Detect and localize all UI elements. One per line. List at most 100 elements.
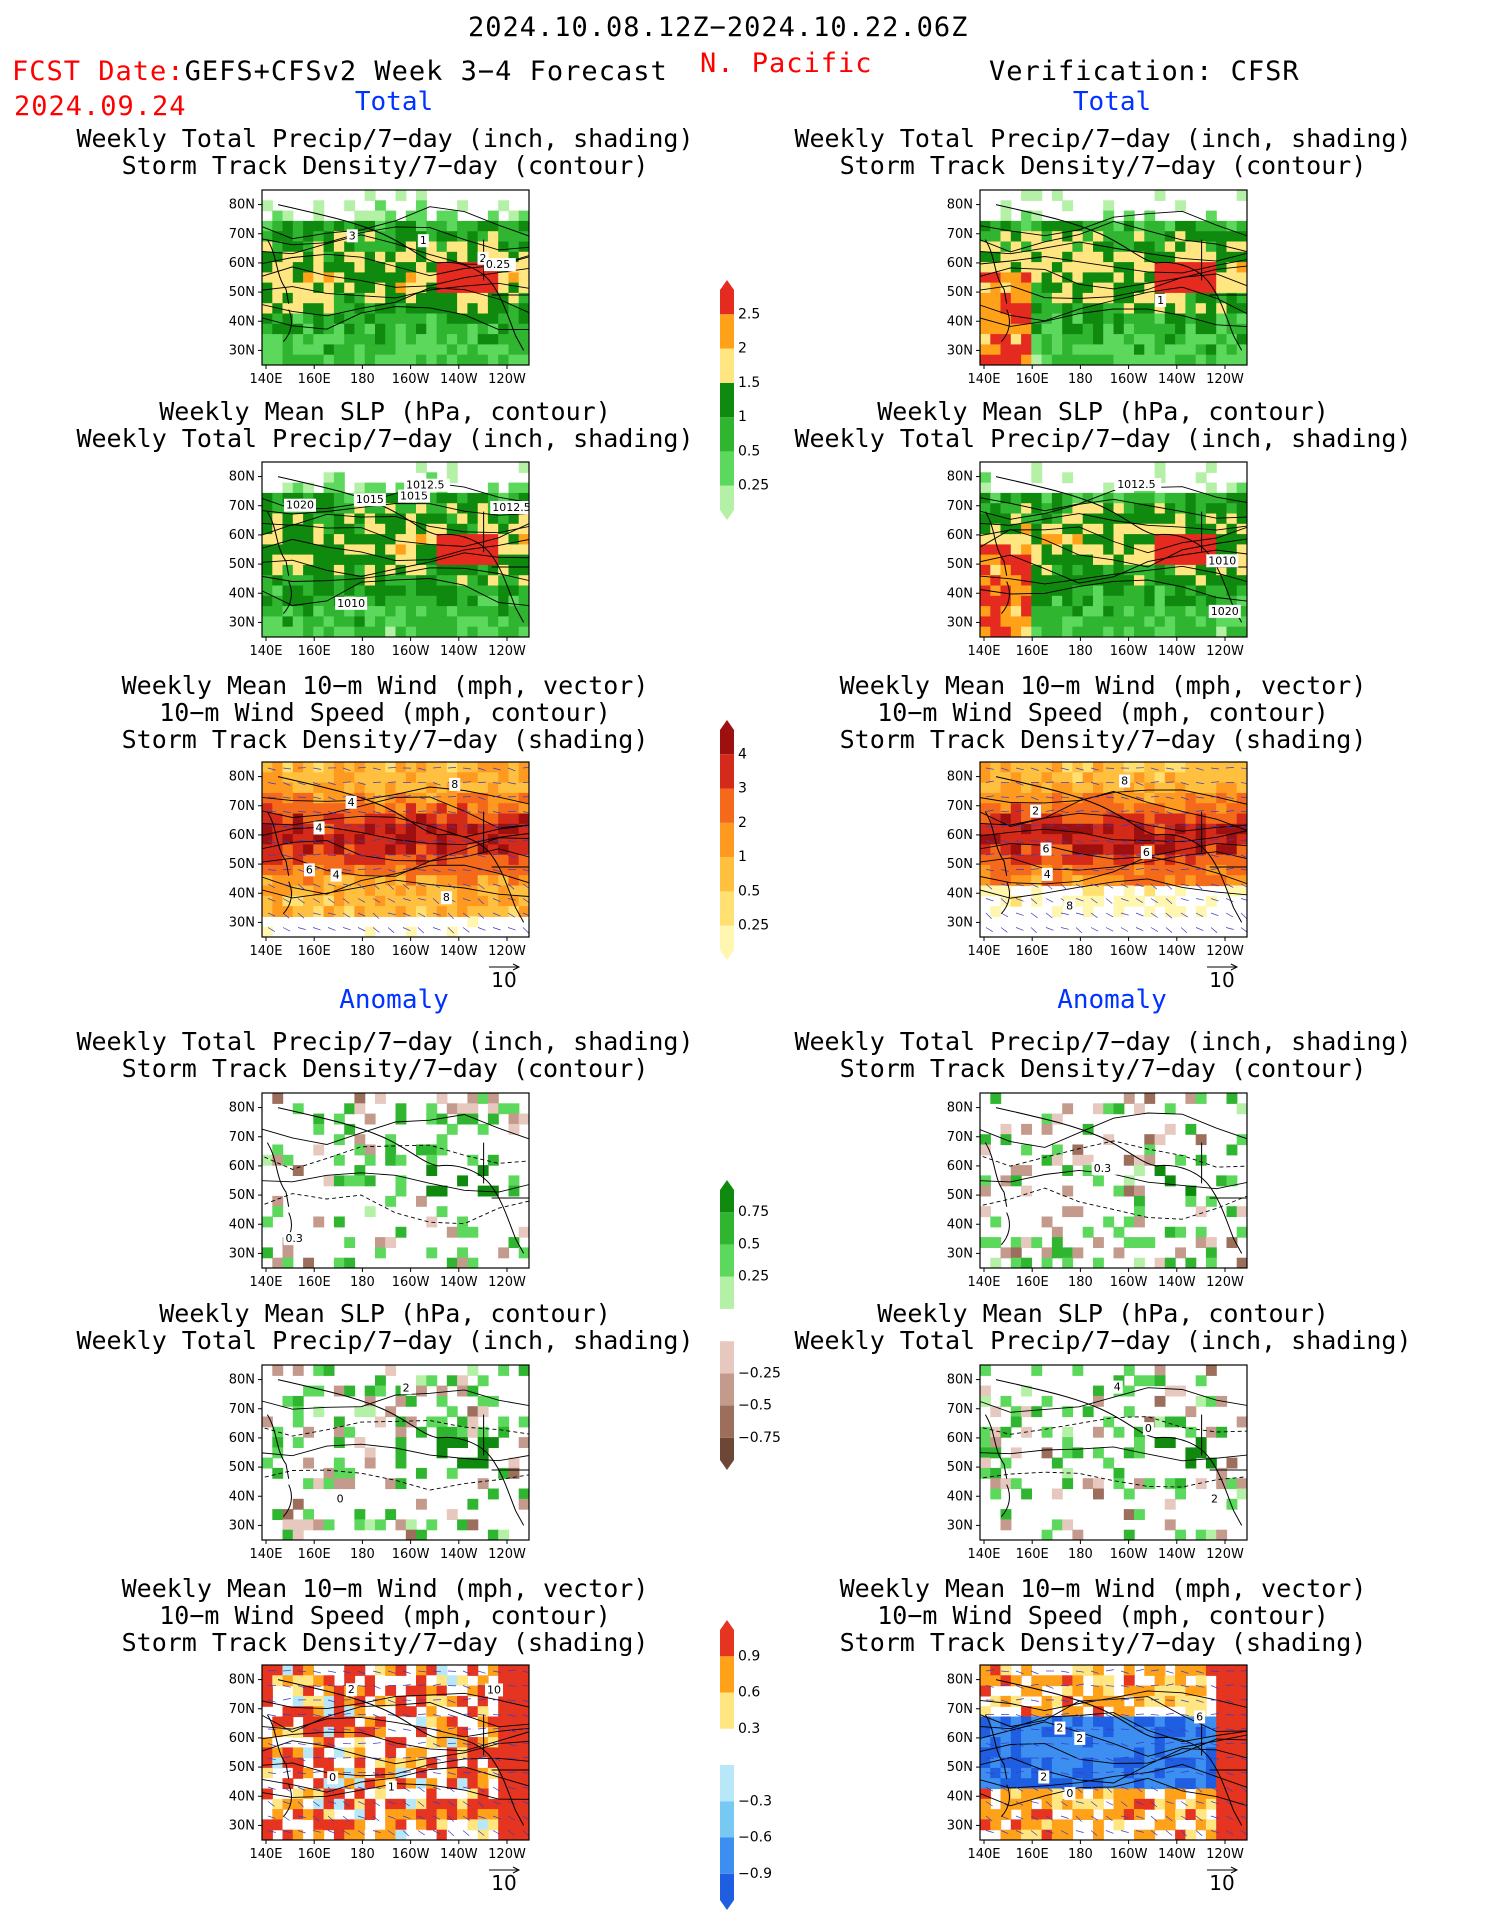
shading-cell bbox=[385, 534, 397, 545]
panel-title-line: Storm Track Density/7−day (shading) bbox=[839, 725, 1367, 754]
contour-label-bg bbox=[335, 596, 368, 610]
wind-vector bbox=[447, 796, 457, 798]
shading-cell bbox=[364, 210, 376, 222]
shading-cell bbox=[1185, 1257, 1197, 1268]
shading-cell bbox=[1093, 313, 1104, 325]
wind-vector bbox=[1030, 796, 1039, 801]
shading-cell bbox=[1134, 1216, 1145, 1228]
shading-cell bbox=[303, 626, 314, 637]
shading-cell bbox=[1185, 251, 1197, 263]
shading-cell bbox=[313, 782, 325, 794]
shading-cell bbox=[364, 762, 376, 773]
shading-cell bbox=[354, 292, 366, 304]
wind-vector bbox=[297, 796, 307, 798]
shading-cell bbox=[1195, 626, 1207, 637]
shading-cell bbox=[333, 1778, 345, 1790]
lon-tick-label: 160W bbox=[1110, 1547, 1148, 1562]
shading-cell bbox=[1144, 1154, 1156, 1166]
shading-cell bbox=[1062, 626, 1074, 637]
shading-cell bbox=[303, 1726, 314, 1738]
shading-cell bbox=[1205, 262, 1217, 273]
shading-cell bbox=[1062, 303, 1074, 315]
wind-vector bbox=[1030, 1683, 1039, 1686]
shading-cell bbox=[1175, 1726, 1186, 1738]
wind-vector bbox=[417, 1713, 427, 1715]
wind-vector bbox=[1135, 840, 1144, 842]
shading-cell bbox=[1164, 1437, 1176, 1448]
shading-cell bbox=[272, 906, 284, 917]
shading-cell bbox=[1123, 1529, 1135, 1540]
wind-vector bbox=[1210, 1727, 1219, 1730]
shading-cell bbox=[313, 513, 325, 525]
shading-cell bbox=[1144, 323, 1156, 335]
shading-cell bbox=[467, 762, 479, 773]
shading-cell bbox=[375, 210, 386, 222]
shading-cell bbox=[1082, 241, 1094, 253]
shading-cell bbox=[323, 906, 335, 917]
wind-vector bbox=[462, 854, 471, 857]
wind-vector bbox=[1120, 1698, 1130, 1701]
shading-cell bbox=[1195, 282, 1207, 294]
shading-cell bbox=[1195, 792, 1207, 804]
contour-line bbox=[262, 1740, 529, 1765]
shading-cell bbox=[1103, 772, 1115, 784]
shading-cell bbox=[426, 803, 438, 815]
contour-label: 8 bbox=[1121, 775, 1128, 788]
shading-cell bbox=[1103, 272, 1115, 284]
shading-cell bbox=[1236, 334, 1247, 345]
shading-cell bbox=[344, 606, 356, 617]
shading-cell bbox=[1205, 292, 1217, 304]
shading-cell bbox=[487, 482, 499, 494]
panel-title-line: 10−m Wind Speed (mph, contour) bbox=[877, 698, 1329, 727]
shading-cell bbox=[1093, 854, 1104, 866]
shading-cell bbox=[1205, 1237, 1217, 1248]
shading-cell bbox=[518, 544, 529, 556]
shading-cell bbox=[1205, 462, 1217, 473]
shading-cell bbox=[518, 523, 529, 535]
shading-cell bbox=[364, 241, 376, 253]
shading-cell bbox=[375, 834, 386, 845]
shading-cell bbox=[1144, 1716, 1156, 1728]
shading-cell bbox=[303, 513, 314, 525]
shading-cell bbox=[1000, 626, 1012, 637]
shading-cell bbox=[1236, 864, 1247, 876]
shading-cell bbox=[1195, 762, 1207, 773]
shading-cell bbox=[364, 323, 376, 335]
shading-cell bbox=[1185, 834, 1197, 845]
shading-cell bbox=[980, 503, 991, 515]
shading-cell bbox=[1144, 1134, 1156, 1146]
shading-cell bbox=[323, 482, 335, 494]
shading-cell bbox=[1041, 782, 1053, 794]
shading-cell bbox=[1236, 544, 1247, 556]
wind-vector bbox=[1015, 767, 1024, 771]
wind-vector bbox=[1060, 883, 1067, 890]
wind-vector bbox=[985, 1743, 994, 1747]
shading-cell bbox=[1000, 354, 1012, 365]
shading-cell bbox=[1041, 1216, 1053, 1228]
wind-vector bbox=[417, 1741, 426, 1744]
shading-cell bbox=[416, 190, 427, 201]
wind-vector bbox=[447, 767, 457, 769]
shading-cell bbox=[1093, 885, 1104, 897]
shading-cell bbox=[518, 534, 529, 545]
shading-cell bbox=[1113, 864, 1125, 876]
shading-cell bbox=[487, 813, 499, 825]
shading-cell bbox=[1175, 595, 1186, 607]
colorbar-label: 1 bbox=[738, 409, 747, 425]
shading-cell bbox=[323, 1467, 335, 1479]
wind-vector bbox=[267, 1801, 275, 1807]
shading-cell bbox=[354, 1737, 366, 1748]
shading-cell bbox=[1236, 823, 1247, 835]
shading-cell bbox=[364, 875, 376, 887]
shading-cell bbox=[1051, 616, 1063, 628]
shading-cell bbox=[364, 1206, 376, 1218]
shading-cell bbox=[344, 895, 356, 907]
shading-cell bbox=[1031, 1726, 1043, 1738]
shading-cell bbox=[1031, 554, 1043, 566]
shading-cell bbox=[1062, 875, 1074, 887]
shading-cell bbox=[272, 1206, 284, 1218]
shading-cell bbox=[1113, 1726, 1125, 1738]
shading-cell bbox=[1236, 813, 1247, 825]
shading-cell bbox=[385, 334, 397, 345]
wind-vector bbox=[1150, 1786, 1159, 1792]
